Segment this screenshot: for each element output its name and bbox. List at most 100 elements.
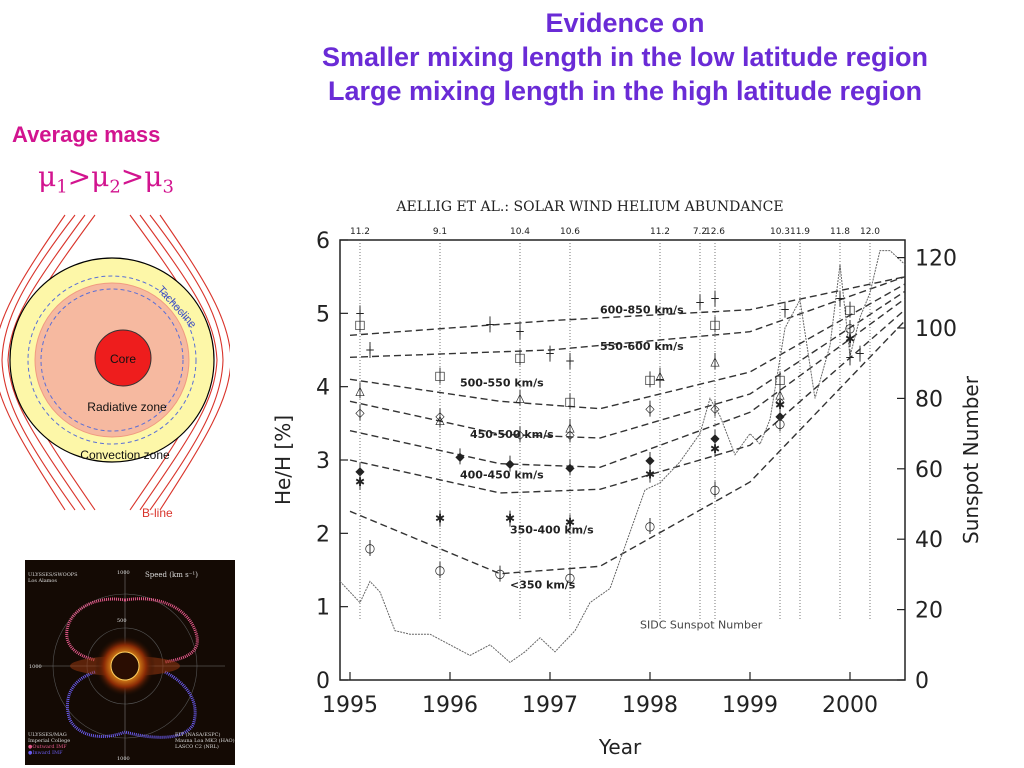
thumb-footer-left-2: Imperial College <box>28 738 71 744</box>
data-point-marker: ✱ <box>435 512 445 526</box>
data-point-marker: △ <box>655 369 665 383</box>
thumb-footer-left-3: ●Outward IMF <box>28 744 67 750</box>
fit-curves <box>349 276 906 575</box>
top-label: 10.4 <box>510 227 530 237</box>
series-label: 450-500 km/s <box>470 428 554 441</box>
data-point-marker: □ <box>644 372 655 386</box>
series-label: 400-450 km/s <box>460 468 544 481</box>
thumb-tick-bot: 1000 <box>117 756 130 762</box>
thumb-speed-label: Speed (km s⁻¹) <box>145 571 198 579</box>
y-tick-label: 3 <box>316 449 330 474</box>
data-point-marker: ◇ <box>435 409 445 423</box>
mu-3: μ <box>144 160 163 193</box>
y2-tick-label: 60 <box>915 458 943 483</box>
top-label: 12.0 <box>860 227 880 237</box>
thumb-footer-right: EIT (NASA/ESPC) Mauna Loa MK3 (HAO) LASC… <box>175 732 235 750</box>
core-label: Core <box>110 352 136 366</box>
data-point-marker: ✱ <box>505 512 515 526</box>
vertical-reference-lines: 11.2 9.1 10.4 10.6 11.2 7.212.6 10.3 11.9 11.8 12… <box>350 227 880 620</box>
data-point-marker: ◆ <box>565 460 575 474</box>
data-point-marker: ○ <box>775 416 785 430</box>
thumb-footer-right-2: Mauna Loa MK3 (HAO) <box>175 738 235 744</box>
series-label: 600-850 km/s <box>600 303 684 316</box>
y-tick-label: 5 <box>316 302 330 327</box>
data-point-marker: ◆ <box>505 457 515 471</box>
top-label: 10.3 <box>770 227 790 237</box>
y2-tick-label: 120 <box>915 247 957 272</box>
data-point-marker: △ <box>515 391 525 405</box>
fit-curve <box>349 298 906 469</box>
thumb-footer-left: ULYSSES/MAG Imperial College ●Outward IM… <box>28 732 70 756</box>
data-point-marker: + <box>780 303 790 317</box>
x-tick-label: 1999 <box>722 693 778 718</box>
page-title: Evidence on Smaller mixing length in the… <box>230 6 1020 108</box>
helium-abundance-chart: AELLIG ET AL.: SOLAR WIND HELIUM ABUNDAN… <box>271 199 983 759</box>
data-point-marker: □ <box>844 303 855 317</box>
sun-structure-diagram: Core Radiative zone Convection zone Tach… <box>0 214 230 520</box>
data-point-marker: ○ <box>710 482 720 496</box>
b-line-label: B-line <box>142 506 173 520</box>
data-point-marker: ◆ <box>710 431 720 445</box>
data-point-marker: ◆ <box>455 449 465 463</box>
convection-zone-label: Convection zone <box>80 448 170 462</box>
top-label: 7.2 <box>693 227 707 237</box>
tachocline-outer-dash <box>27 275 197 445</box>
top-label: 11.8 <box>830 227 850 237</box>
data-point-marker: ○ <box>435 563 445 577</box>
fit-curve <box>349 276 906 336</box>
series-label: <350 km/s <box>510 578 576 591</box>
data-point-marker: ✱ <box>845 332 855 346</box>
fit-curve <box>349 283 906 410</box>
data-point-marker: ✱ <box>355 475 365 489</box>
top-label: 11.2 <box>350 227 370 237</box>
fit-curve <box>349 309 906 494</box>
top-label: 12.6 <box>705 227 725 237</box>
sunspot-curve <box>339 250 906 664</box>
fit-curve <box>349 276 906 358</box>
mu-sep-1: > <box>67 160 92 193</box>
data-point-marker: ✱ <box>710 442 720 456</box>
data-point-marker: ◇ <box>355 405 365 419</box>
x-tick-label: 1995 <box>322 693 378 718</box>
data-point-marker: ◇ <box>645 402 655 416</box>
top-label: 11.9 <box>790 227 810 237</box>
x-tick-label: 1996 <box>422 693 478 718</box>
mu-1: μ <box>38 160 57 193</box>
y-tick-label: 1 <box>316 596 330 621</box>
title-line-2: Smaller mixing length in the low latitud… <box>321 42 929 72</box>
data-point-marker: ○ <box>495 567 505 581</box>
data-point-marker: + <box>565 354 575 368</box>
data-point-marker: + <box>515 325 525 339</box>
data-point-marker: + <box>845 350 855 364</box>
thumb-header-left2: Los Alamos <box>28 578 57 584</box>
core-circle <box>94 329 152 387</box>
series-label: 550-600 km/s <box>600 340 684 353</box>
fit-curve <box>349 320 906 575</box>
mu-2: μ <box>91 160 110 193</box>
x-axis-title: Year <box>598 735 642 759</box>
data-point-marker: □ <box>774 372 785 386</box>
tachocline-inner-dash <box>40 288 184 432</box>
y2-axis-title: Sunspot Number <box>959 375 983 544</box>
series-label: 350-400 km/s <box>510 523 594 536</box>
x-tick-label: 1997 <box>522 693 578 718</box>
radiative-zone-label: Radiative zone <box>87 400 167 414</box>
y2-tick-label: 100 <box>915 317 957 342</box>
data-point-marker: ○ <box>645 519 655 533</box>
top-label: 10.6 <box>560 227 580 237</box>
data-point-marker: □ <box>514 350 525 364</box>
data-point-marker: ◆ <box>355 464 365 478</box>
data-point-marker: ◇ <box>565 427 575 441</box>
thumb-tick-left: 1000 <box>29 664 42 670</box>
y2-tick-label: 80 <box>915 387 943 412</box>
y-tick-label: 6 <box>316 229 330 254</box>
data-point-marker: + <box>545 347 555 361</box>
data-point-marker: + <box>710 292 720 306</box>
title-line-3: Large mixing length in the high latitude… <box>327 76 922 106</box>
y2-tick-label: 0 <box>915 669 929 694</box>
data-point-marker: ◇ <box>515 427 525 441</box>
mu-sep-2: > <box>120 160 145 193</box>
thumb-tick-top: 1000 <box>117 570 130 576</box>
y-tick-label: 0 <box>316 669 330 694</box>
